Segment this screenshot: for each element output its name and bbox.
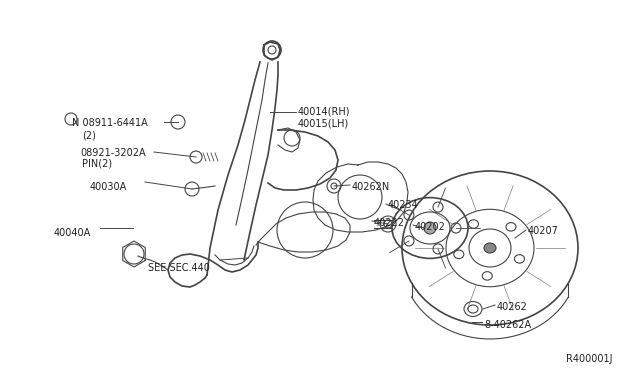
Text: 40014(RH): 40014(RH) (298, 107, 351, 117)
Text: 40030A: 40030A (90, 182, 127, 192)
Text: 40202: 40202 (415, 222, 446, 232)
Text: 40262: 40262 (497, 302, 528, 312)
Text: 40222: 40222 (374, 218, 405, 228)
Text: 40234: 40234 (388, 200, 419, 210)
Text: R400001J: R400001J (566, 354, 612, 364)
Text: PIN(2): PIN(2) (82, 159, 112, 169)
Text: 40262N: 40262N (352, 182, 390, 192)
Text: N 08911-6441A: N 08911-6441A (72, 118, 148, 128)
Text: 40040A: 40040A (54, 228, 92, 238)
Text: 40015(LH): 40015(LH) (298, 118, 349, 128)
Text: 8-40262A: 8-40262A (484, 320, 531, 330)
Text: 08921-3202A: 08921-3202A (80, 148, 146, 158)
Ellipse shape (484, 243, 496, 253)
Text: SEE SEC.440: SEE SEC.440 (148, 263, 210, 273)
Circle shape (424, 222, 436, 234)
Text: 40207: 40207 (528, 226, 559, 236)
Text: (2): (2) (82, 130, 96, 140)
